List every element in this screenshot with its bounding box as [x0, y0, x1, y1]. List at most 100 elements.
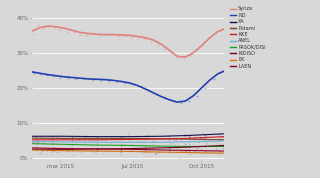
Point	[117, 154, 122, 156]
Point	[53, 136, 58, 139]
Point	[77, 151, 82, 153]
Point	[54, 151, 59, 153]
Point	[188, 53, 193, 56]
Point	[195, 146, 200, 149]
Point	[155, 44, 160, 47]
Point	[50, 148, 55, 151]
Point	[94, 150, 99, 153]
Point	[175, 57, 180, 60]
Point	[221, 146, 226, 149]
Point	[203, 145, 208, 148]
Point	[73, 134, 78, 137]
Point	[149, 139, 155, 142]
Point	[90, 146, 95, 149]
Point	[182, 142, 188, 145]
Point	[37, 139, 42, 142]
Point	[182, 133, 187, 135]
Point	[212, 140, 217, 143]
Point	[182, 142, 187, 145]
Point	[187, 151, 192, 154]
Point	[34, 138, 39, 141]
Point	[94, 141, 99, 144]
Point	[167, 151, 172, 154]
Point	[101, 138, 106, 141]
Point	[70, 150, 75, 153]
Point	[156, 150, 162, 153]
Point	[195, 94, 200, 97]
Point	[186, 143, 191, 145]
Point	[130, 36, 135, 38]
Point	[183, 146, 188, 149]
Point	[203, 140, 208, 143]
Point	[175, 145, 180, 148]
Point	[92, 137, 97, 140]
Point	[142, 138, 148, 140]
Point	[44, 149, 50, 152]
Point	[187, 137, 192, 140]
Point	[203, 134, 208, 136]
Point	[170, 142, 175, 145]
Point	[127, 134, 132, 137]
Point	[128, 141, 133, 143]
Point	[203, 138, 208, 141]
Point	[220, 135, 226, 138]
Point	[102, 149, 107, 152]
Point	[119, 137, 124, 140]
Point	[51, 145, 56, 148]
Point	[122, 142, 127, 145]
Point	[122, 81, 127, 84]
Point	[34, 140, 39, 143]
Point	[102, 138, 107, 141]
Point	[217, 135, 222, 138]
Point	[104, 138, 109, 141]
Point	[81, 149, 86, 151]
Point	[65, 148, 70, 151]
Point	[99, 137, 104, 140]
Point	[186, 135, 191, 138]
Point	[168, 51, 173, 54]
Point	[71, 30, 76, 33]
Point	[34, 149, 39, 151]
Point	[70, 135, 75, 138]
Point	[203, 136, 208, 139]
Point	[76, 139, 81, 142]
Point	[203, 145, 208, 148]
Point	[118, 138, 123, 141]
Point	[91, 32, 96, 35]
Point	[176, 144, 181, 147]
Point	[182, 135, 188, 138]
Point	[55, 149, 60, 152]
Point	[118, 144, 123, 147]
Point	[140, 142, 145, 145]
Point	[200, 43, 205, 46]
Point	[146, 133, 151, 136]
Point	[53, 147, 59, 150]
Point	[114, 80, 119, 83]
Point	[118, 150, 123, 153]
Point	[167, 137, 172, 140]
Point	[142, 141, 148, 144]
Point	[52, 27, 57, 30]
Point	[142, 149, 148, 151]
Point	[44, 74, 49, 77]
Point	[110, 32, 115, 35]
Point	[98, 79, 103, 82]
Point	[191, 149, 196, 152]
Point	[32, 72, 37, 75]
Point	[163, 96, 168, 99]
Point	[105, 148, 110, 151]
Point	[34, 142, 39, 145]
Point	[68, 144, 73, 146]
Point	[199, 147, 204, 150]
Point	[144, 135, 149, 138]
Point	[41, 142, 46, 145]
Point	[187, 145, 192, 148]
Point	[195, 48, 200, 51]
Point	[91, 138, 96, 141]
Point	[183, 145, 188, 148]
Point	[187, 145, 192, 148]
Point	[65, 147, 70, 150]
Point	[197, 140, 202, 143]
Point	[151, 145, 156, 148]
Point	[45, 146, 50, 149]
